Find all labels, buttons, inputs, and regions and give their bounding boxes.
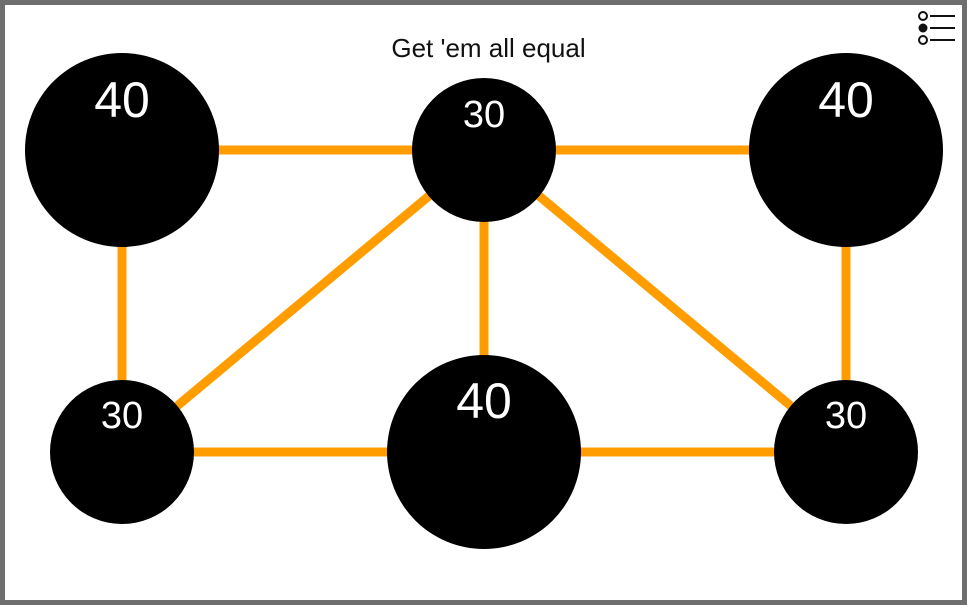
node-top-left[interactable]: 40 xyxy=(25,53,219,247)
node-circle xyxy=(25,53,219,247)
node-value: 40 xyxy=(818,72,874,128)
edge-top-center-bottom-right xyxy=(481,146,849,456)
nodes-layer: 40 30 40 30 40 30 xyxy=(25,53,943,549)
node-value: 40 xyxy=(456,373,512,429)
node-value: 30 xyxy=(101,395,143,437)
node-circle xyxy=(412,78,556,222)
list-menu-icon xyxy=(918,11,955,45)
edge-top-center-bottom-left xyxy=(119,146,487,456)
node-value: 40 xyxy=(94,72,150,128)
node-top-right[interactable]: 40 xyxy=(749,53,943,247)
node-top-center[interactable]: 30 xyxy=(412,78,556,222)
node-value: 30 xyxy=(463,94,505,136)
menu-button[interactable] xyxy=(913,8,959,50)
node-bottom-left[interactable]: 30 xyxy=(50,380,194,524)
node-circle xyxy=(387,355,581,549)
node-value: 30 xyxy=(825,395,867,437)
node-bottom-right[interactable]: 30 xyxy=(774,380,918,524)
node-circle xyxy=(774,380,918,524)
page-title: Get 'em all equal xyxy=(391,33,586,63)
node-circle xyxy=(749,53,943,247)
node-circle xyxy=(50,380,194,524)
node-bottom-center[interactable]: 40 xyxy=(387,355,581,549)
